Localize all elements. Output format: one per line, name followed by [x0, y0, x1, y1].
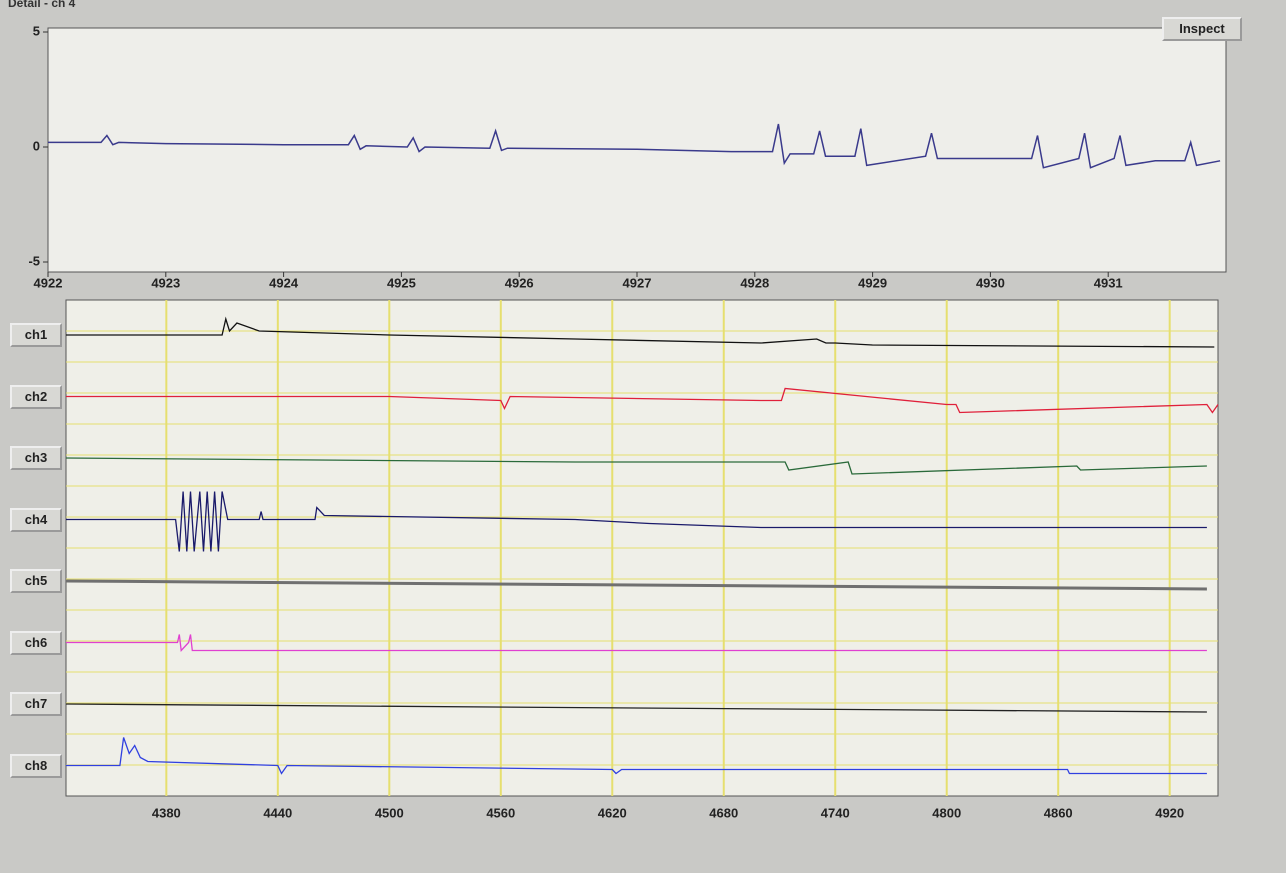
x-tick-label: 4500	[375, 805, 404, 820]
channel-button[interactable]: ch8	[10, 753, 62, 778]
x-tick-label: 4930	[976, 275, 1005, 290]
x-tick-label: 4928	[740, 275, 769, 290]
window-title: Detail - ch 4	[8, 0, 76, 10]
x-tick-label: 4860	[1044, 805, 1073, 820]
channel-trace	[66, 634, 1207, 652]
x-tick-label: 4740	[821, 805, 850, 820]
x-tick-label: 4924	[269, 275, 299, 290]
channel-trace	[66, 491, 1207, 552]
x-tick-label: 4923	[151, 275, 180, 290]
x-tick-label: 4680	[709, 805, 738, 820]
x-tick-label: 4920	[1155, 805, 1184, 820]
x-tick-label: 4931	[1094, 275, 1123, 290]
channel-button[interactable]: ch4	[10, 507, 62, 532]
channel-button[interactable]: ch7	[10, 692, 62, 716]
x-tick-label: 4440	[263, 805, 292, 820]
channel-trace	[66, 316, 1215, 348]
x-tick-label: 4929	[858, 275, 887, 290]
channel-trace	[66, 737, 1207, 775]
channel-trace	[65, 457, 1207, 475]
channel-button[interactable]: ch5	[10, 569, 62, 593]
y-tick-label: -5	[28, 253, 40, 268]
channel-trace	[65, 703, 1207, 713]
x-tick-label: 4925	[387, 275, 416, 290]
channel-button[interactable]: ch3	[10, 446, 62, 470]
channel-trace	[65, 579, 1207, 591]
x-tick-label: 4926	[505, 275, 534, 290]
detail-trace	[48, 123, 1221, 169]
channel-button[interactable]: ch6	[10, 630, 62, 655]
x-tick-label: 4620	[598, 805, 627, 820]
channel-button[interactable]: ch2	[10, 384, 62, 409]
x-tick-label: 4927	[623, 275, 652, 290]
x-tick-label: 4922	[34, 275, 63, 290]
channel-trace	[66, 387, 1219, 414]
x-tick-label: 4560	[486, 805, 515, 820]
y-tick-label: 5	[33, 23, 40, 38]
x-tick-label: 4380	[152, 805, 181, 820]
inspect-button[interactable]: Inspect	[1162, 17, 1242, 41]
x-tick-label: 4800	[932, 805, 961, 820]
channel-button[interactable]: ch1	[10, 323, 62, 347]
y-tick-label: 0	[33, 138, 40, 153]
